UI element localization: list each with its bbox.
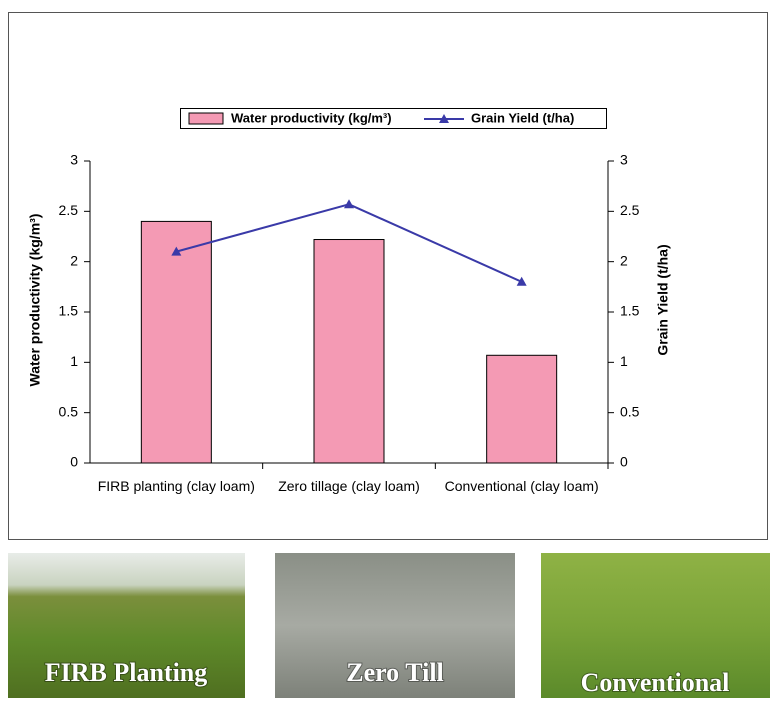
line-marker (171, 246, 182, 256)
bar (140, 220, 212, 464)
line-marker (516, 276, 527, 286)
y2-tick-label: 1.5 (620, 303, 640, 319)
bar (486, 354, 558, 464)
x-tick-label: Conventional (clay loam) (444, 478, 599, 494)
legend-label: Grain Yield (t/ha) (471, 110, 574, 125)
y2-tick-label: 2.5 (620, 202, 640, 218)
x-tick-label-box: Conventional (clay loam) (444, 478, 599, 494)
photo-caption: Conventional (581, 668, 730, 697)
y2-tick-label: 1 (620, 353, 628, 369)
legend-label: Water productivity (kg/m³) (231, 110, 392, 125)
legend-box (180, 108, 607, 129)
y-tick-label: 1.5 (59, 303, 79, 319)
photo (275, 553, 515, 698)
x-tick-label: Zero tillage (clay loam) (278, 478, 420, 494)
y2-tick-label: 2 (620, 252, 628, 268)
chart-frame (8, 12, 768, 540)
y-axis-title: Water productivity (kg/m³) (27, 214, 43, 387)
x-tick-label-box: Zero tillage (clay loam) (278, 478, 420, 494)
y-tick-label: 0 (70, 454, 78, 470)
line-marker (344, 199, 354, 209)
legend-swatch (188, 112, 224, 125)
y-tick-label: 3 (70, 152, 78, 168)
x-tick-label-box: FIRB planting (clay loam) (97, 478, 255, 494)
bar (313, 239, 385, 464)
legend-marker (439, 114, 449, 123)
y2-tick-label: 0 (620, 454, 628, 470)
y-tick-label: 1 (70, 353, 78, 369)
photo-caption: FIRB Planting (45, 658, 208, 687)
photo-caption: Zero Till (346, 658, 444, 687)
y-tick-label: 0.5 (59, 403, 79, 419)
y-tick-label: 2.5 (59, 202, 79, 218)
photo (8, 553, 245, 698)
x-tick-label: FIRB planting (clay loam) (97, 478, 255, 494)
y-tick-label: 2 (70, 252, 78, 268)
y2-axis-title: Grain Yield (t/ha) (655, 244, 671, 355)
photo (541, 553, 770, 698)
y2-tick-label: 3 (620, 152, 628, 168)
y2-tick-label: 0.5 (620, 403, 640, 419)
